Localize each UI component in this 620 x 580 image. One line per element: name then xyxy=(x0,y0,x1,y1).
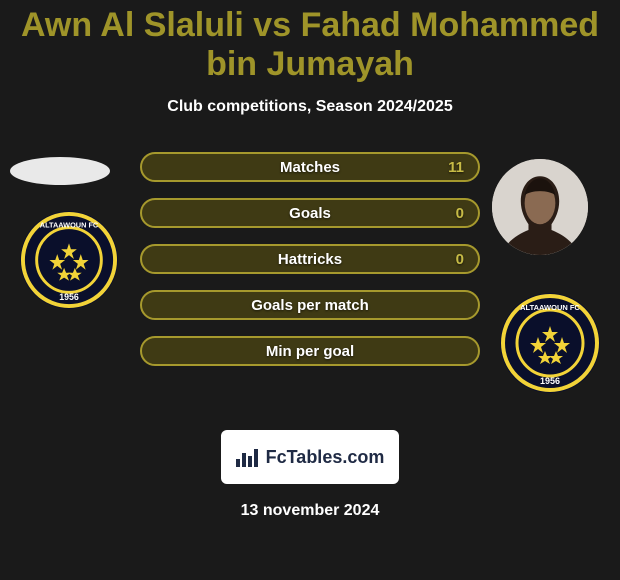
page-title: Awn Al Slaluli vs Fahad Mohammed bin Jum… xyxy=(0,0,620,84)
svg-text:ALTAAWOUN FC: ALTAAWOUN FC xyxy=(40,221,99,230)
stat-label: Goals xyxy=(289,205,331,222)
stat-label: Goals per match xyxy=(251,297,369,314)
fctables-label: FcTables.com xyxy=(266,447,385,468)
stat-value-right: 0 xyxy=(456,251,464,268)
stat-row: Min per goal xyxy=(140,336,480,366)
stat-label: Hattricks xyxy=(278,251,342,268)
stat-row: Goals 0 xyxy=(140,198,480,228)
club-badge-right: ALTAAWOUN FC 1956 xyxy=(500,293,600,393)
stat-value-right: 11 xyxy=(448,159,464,176)
stat-row: Goals per match xyxy=(140,290,480,320)
fctables-watermark: FcTables.com xyxy=(221,430,399,484)
svg-text:1956: 1956 xyxy=(59,292,79,302)
stat-row: Hattricks 0 xyxy=(140,244,480,274)
altaawoun-badge-icon: ALTAAWOUN FC 1956 xyxy=(500,293,600,393)
page-subtitle: Club competitions, Season 2024/2025 xyxy=(0,98,620,116)
bar-chart-icon xyxy=(236,447,258,467)
club-badge-left: ALTAAWOUN FC 1956 xyxy=(20,211,118,309)
player-right-avatar xyxy=(492,159,588,255)
player-left-avatar-placeholder xyxy=(10,157,110,185)
altaawoun-badge-icon: ALTAAWOUN FC 1956 xyxy=(20,211,118,309)
stats-area: ALTAAWOUN FC 1956 ALTAAWOUN FC xyxy=(0,152,620,412)
svg-text:ALTAAWOUN FC: ALTAAWOUN FC xyxy=(520,303,580,312)
stat-label: Matches xyxy=(280,159,340,176)
stat-row: Matches 11 xyxy=(140,152,480,182)
svg-text:1956: 1956 xyxy=(540,376,560,386)
stat-value-right: 0 xyxy=(456,205,464,222)
infographic-date: 13 november 2024 xyxy=(0,502,620,520)
stat-label: Min per goal xyxy=(266,343,354,360)
